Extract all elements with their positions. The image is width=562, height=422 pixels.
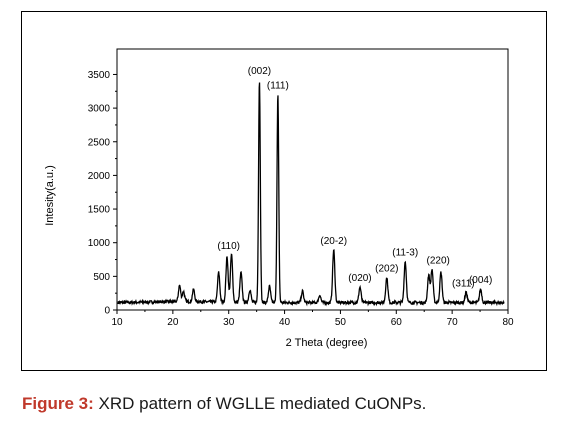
x-tick-label: 20 bbox=[167, 317, 179, 328]
peak-annotation: (20-2) bbox=[320, 236, 347, 247]
y-tick-label: 500 bbox=[93, 272, 110, 283]
peak-annotation: (311) bbox=[452, 279, 475, 290]
y-tick-label: 2000 bbox=[88, 171, 111, 182]
x-tick-label: 80 bbox=[502, 317, 514, 328]
x-tick-label: 70 bbox=[447, 317, 459, 328]
figure-frame: 10 20 30 40 50 60 70 80 0 500 1000 1500 2000 2500 3000… bbox=[21, 11, 547, 371]
y-tick-label: 0 bbox=[104, 306, 110, 317]
peak-annotation: (110) bbox=[217, 241, 240, 252]
y-axis-label: Intesity(a.u.) bbox=[44, 165, 56, 226]
x-tick-label: 40 bbox=[279, 317, 291, 328]
peak-annotation: (11-3) bbox=[392, 248, 418, 259]
figure-caption-text: XRD pattern of WGLLE mediated CuONPs. bbox=[93, 394, 427, 413]
figure-caption: Figure 3: XRD pattern of WGLLE mediated … bbox=[22, 394, 426, 414]
x-tick-label: 50 bbox=[335, 317, 347, 328]
xrd-chart: 10 20 30 40 50 60 70 80 0 500 1000 1500 2000 2500 3000… bbox=[44, 48, 514, 349]
peak-annotation: (220) bbox=[426, 256, 449, 267]
xrd-pattern-line bbox=[117, 82, 505, 307]
x-tick-label: 30 bbox=[223, 317, 235, 328]
peak-annotation: (004) bbox=[469, 275, 492, 286]
y-tick-label: 1000 bbox=[88, 238, 111, 249]
peak-annotation: (202) bbox=[375, 264, 398, 275]
y-tick-label: 3500 bbox=[88, 70, 111, 81]
x-axis-label: 2 Theta (degree) bbox=[286, 337, 368, 349]
y-tick-label: 2500 bbox=[88, 137, 111, 148]
plot-area bbox=[116, 48, 509, 311]
figure-label: Figure 3: bbox=[22, 394, 94, 413]
y-tick-label: 1500 bbox=[88, 205, 111, 216]
y-tick-label: 3000 bbox=[88, 104, 111, 115]
peak-annotation: (020) bbox=[348, 273, 371, 284]
x-tick-label: 10 bbox=[111, 317, 123, 328]
peak-annotation: (002) bbox=[248, 66, 271, 77]
peak-annotation: (111) bbox=[267, 81, 289, 92]
x-tick-label: 60 bbox=[391, 317, 403, 328]
